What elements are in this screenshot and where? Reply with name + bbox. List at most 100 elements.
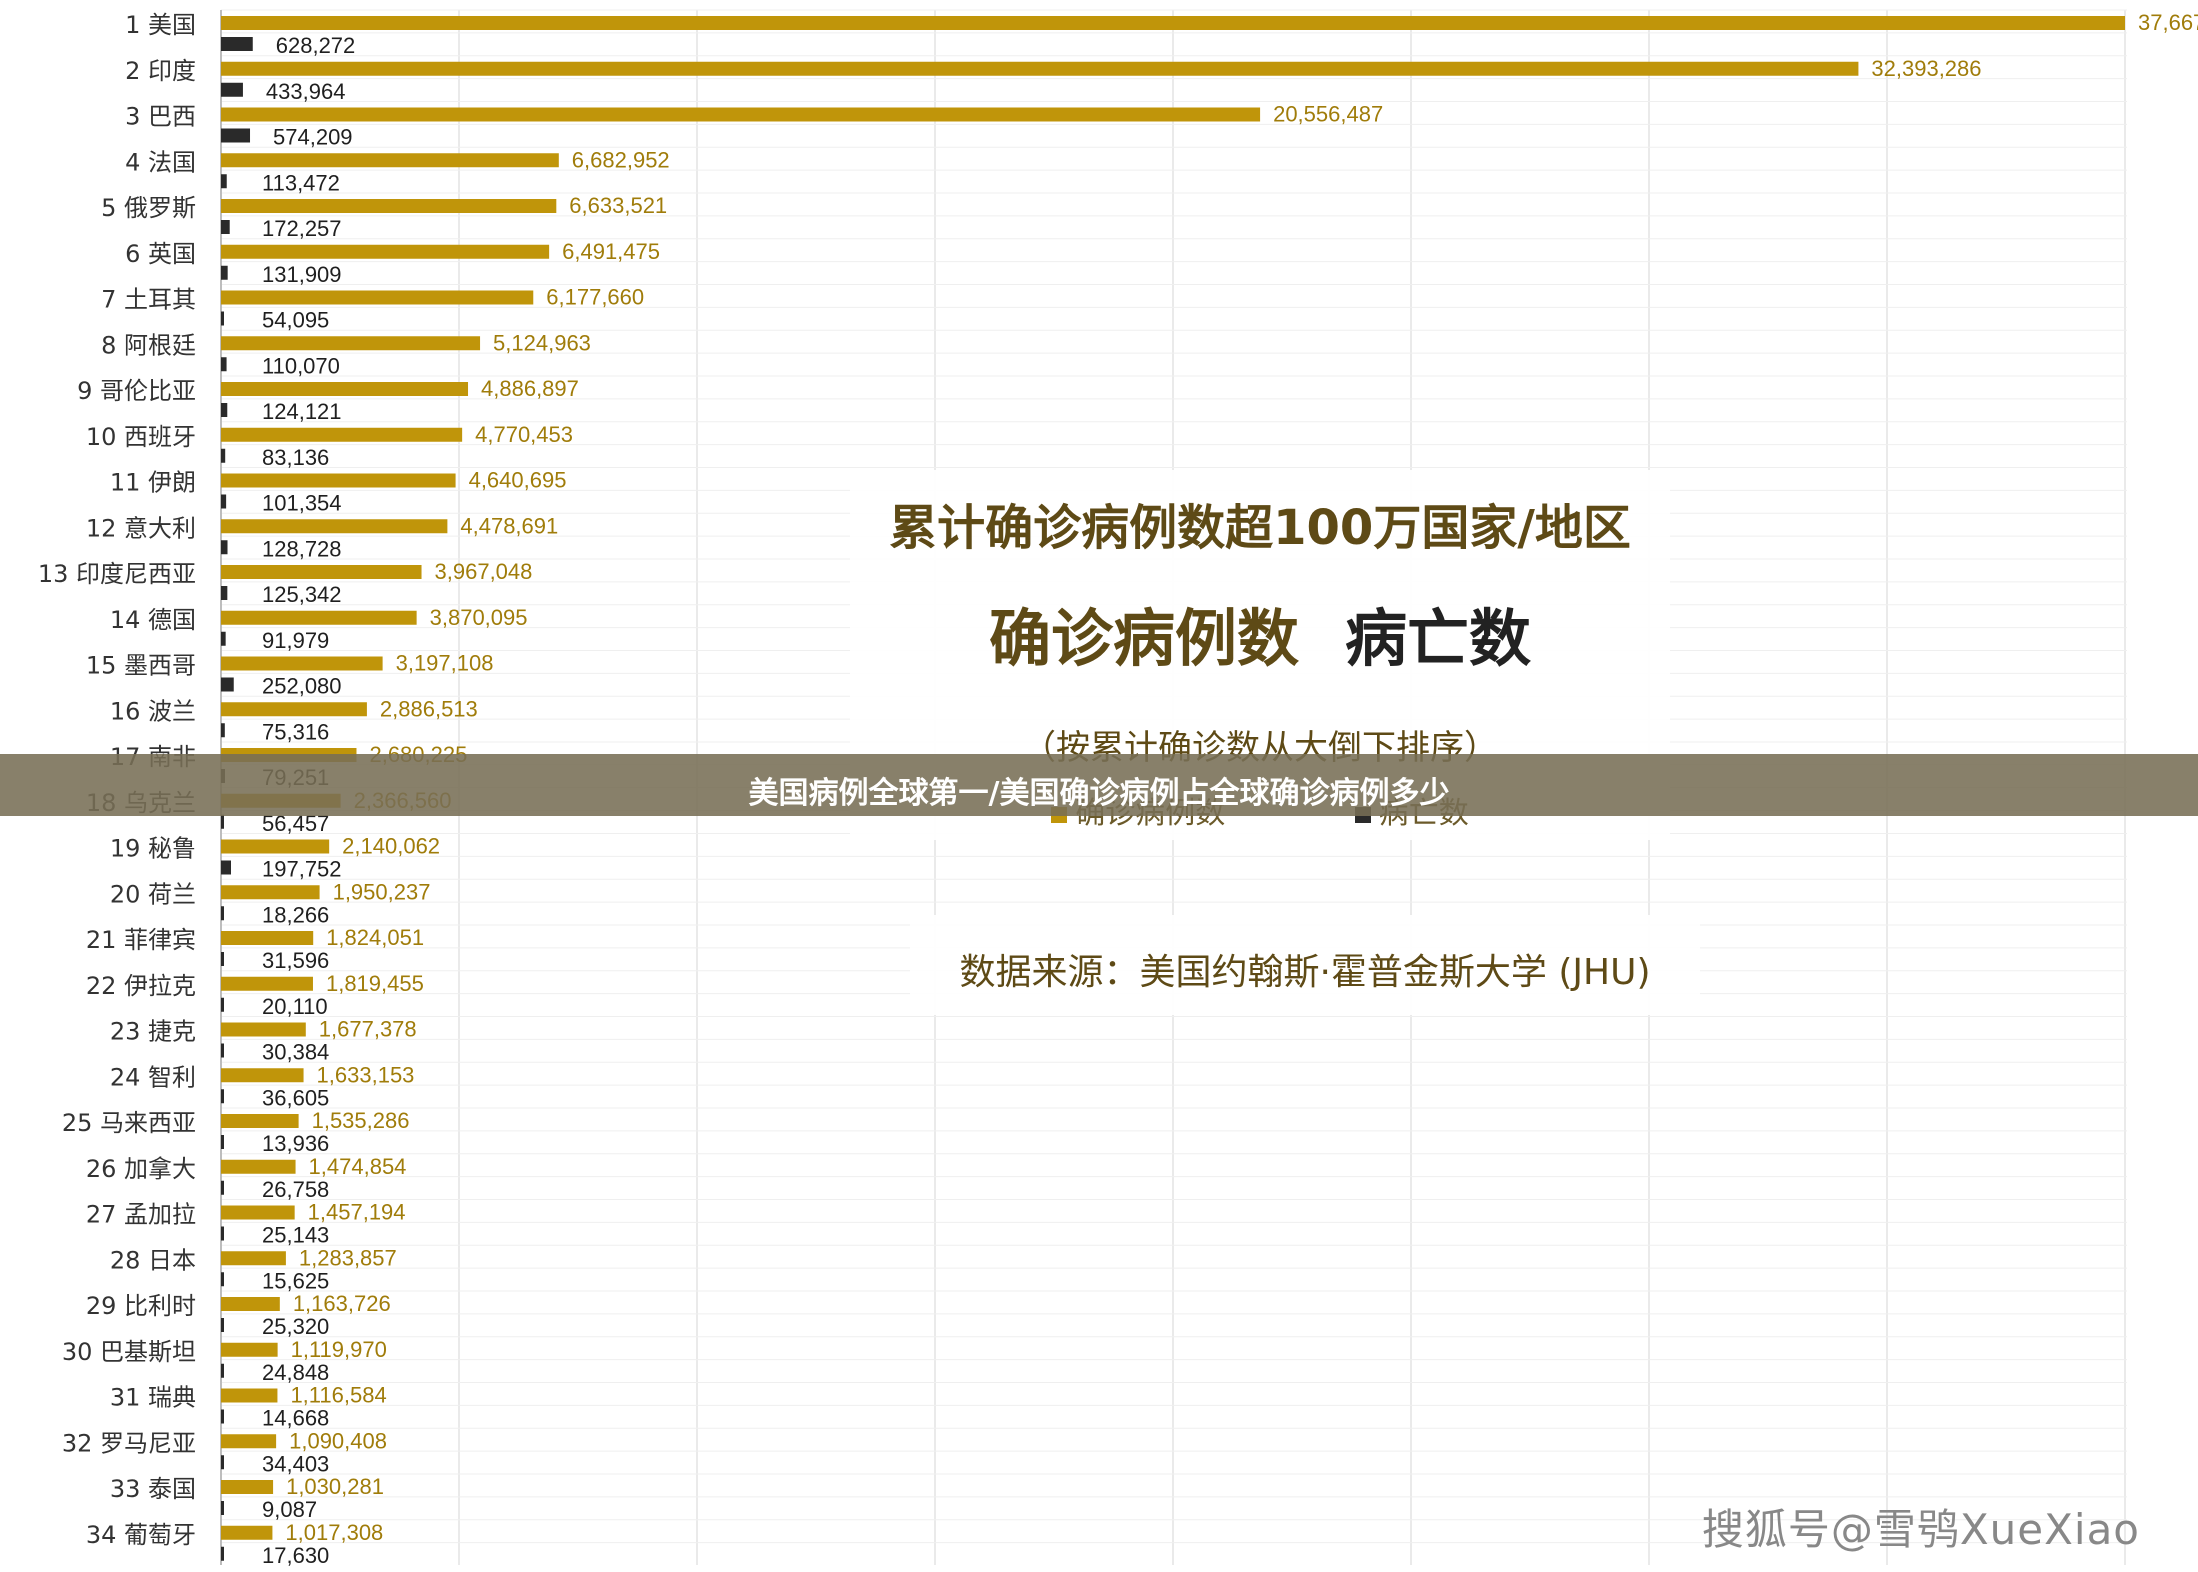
data-label-confirmed: 1,116,584: [290, 1383, 386, 1408]
bar-deaths: [221, 723, 225, 738]
data-label-confirmed: 6,682,952: [572, 147, 670, 172]
bar-deaths: [221, 1272, 224, 1287]
bar-confirmed: [221, 1388, 278, 1403]
data-label-confirmed: 4,478,691: [460, 513, 558, 538]
bar-confirmed: [221, 1251, 286, 1266]
data-label-confirmed: 4,770,453: [475, 422, 573, 447]
category-label: 6 英国: [125, 240, 196, 268]
category-label: 29 比利时: [86, 1292, 196, 1320]
category-label: 26 加拿大: [86, 1155, 196, 1183]
category-label: 5 俄罗斯: [101, 194, 196, 222]
data-label-deaths: 131,909: [262, 262, 342, 287]
data-label-confirmed: 3,870,095: [430, 605, 528, 630]
category-label: 15 墨西哥: [86, 652, 196, 680]
bar-confirmed: [221, 702, 367, 717]
data-label-deaths: 13,936: [262, 1131, 329, 1156]
data-label-deaths: 24,848: [262, 1360, 329, 1385]
data-label-deaths: 172,257: [262, 216, 342, 241]
bars: [221, 16, 2125, 1561]
data-label-deaths: 25,143: [262, 1223, 329, 1248]
bar-deaths: [221, 586, 228, 600]
bar-confirmed: [221, 1022, 306, 1037]
category-label: 8 阿根廷: [101, 331, 196, 359]
data-label-deaths: 54,095: [262, 308, 329, 333]
data-label-confirmed: 1,283,857: [299, 1245, 397, 1270]
bar-deaths: [221, 1226, 224, 1241]
category-label: 33 泰国: [110, 1475, 196, 1503]
bar-deaths: [221, 1546, 224, 1561]
data-label-confirmed: 1,457,194: [308, 1200, 406, 1225]
data-label-deaths: 31,596: [262, 948, 329, 973]
data-label-confirmed: 1,824,051: [326, 925, 424, 950]
data-label-deaths: 9,087: [262, 1497, 317, 1522]
bar-deaths: [221, 906, 224, 921]
category-label: 23 捷克: [110, 1018, 196, 1046]
caption-text: 美国病例全球第一/美国确诊病例占全球确诊病例多少: [748, 776, 1450, 811]
bar-deaths: [221, 1409, 224, 1424]
bar-deaths: [221, 174, 227, 189]
data-label-confirmed: 4,886,897: [481, 376, 579, 401]
data-label-confirmed: 6,633,521: [569, 193, 667, 218]
bar-confirmed: [221, 61, 1859, 76]
bar-confirmed: [221, 1068, 304, 1083]
data-label-confirmed: 2,140,062: [342, 834, 440, 859]
bar-deaths: [221, 952, 224, 966]
bar-confirmed: [221, 610, 417, 625]
category-label: 25 马来西亚: [62, 1109, 196, 1137]
data-label-confirmed: 1,677,378: [319, 1017, 417, 1042]
bar-confirmed: [221, 107, 1261, 122]
bar-confirmed: [221, 1205, 295, 1220]
data-label-confirmed: 1,950,237: [333, 879, 431, 904]
data-label-deaths: 18,266: [262, 902, 329, 927]
bar-confirmed: [221, 1342, 278, 1357]
bar-confirmed: [221, 976, 313, 991]
bar-confirmed: [221, 885, 320, 900]
bar-confirmed: [221, 290, 534, 305]
data-label-deaths: 124,121: [262, 399, 342, 424]
caption-banner: 美国病例全球第一/美国确诊病例占全球确诊病例多少: [0, 754, 2198, 816]
category-label: 30 巴基斯坦: [62, 1338, 196, 1366]
bar-deaths: [221, 265, 228, 280]
category-label: 2 印度: [125, 57, 196, 85]
bar-confirmed: [221, 199, 557, 213]
bar-deaths: [221, 403, 228, 417]
bar-deaths: [221, 1501, 224, 1515]
subtitle-deaths: 病亡数: [1345, 602, 1532, 675]
data-label-deaths: 15,625: [262, 1268, 329, 1293]
data-label-confirmed: 1,163,726: [293, 1291, 391, 1316]
bar-confirmed: [221, 1525, 273, 1540]
category-label: 28 日本: [110, 1246, 196, 1274]
bar-confirmed: [221, 382, 469, 396]
bar-deaths: [221, 494, 227, 509]
data-label-confirmed: 1,535,286: [312, 1108, 410, 1133]
data-label-confirmed: 1,474,854: [309, 1154, 407, 1179]
bar-deaths: [221, 1135, 224, 1149]
category-label: 24 智利: [110, 1063, 196, 1091]
category-label: 4 法国: [125, 148, 196, 176]
category-label: 7 土耳其: [101, 286, 196, 314]
data-label-deaths: 20,110: [262, 994, 328, 1019]
bar-deaths: [221, 1455, 224, 1470]
bar-confirmed: [221, 565, 422, 579]
data-label-deaths: 101,354: [262, 491, 342, 516]
bar-confirmed: [221, 473, 456, 488]
bar-deaths: [221, 860, 231, 875]
category-label: 10 西班牙: [86, 423, 196, 451]
bar-confirmed: [221, 1434, 277, 1449]
bar-deaths: [221, 1318, 224, 1332]
data-label-deaths: 128,728: [262, 536, 342, 561]
category-label: 34 葡萄牙: [86, 1521, 196, 1549]
data-label-confirmed: 4,640,695: [469, 468, 567, 493]
category-label: 27 孟加拉: [86, 1201, 196, 1229]
bar-deaths: [221, 37, 253, 51]
data-label-deaths: 197,752: [262, 857, 342, 882]
data-label-confirmed: 1,819,455: [326, 971, 424, 996]
bar-confirmed: [221, 1114, 299, 1128]
bar-confirmed: [221, 1159, 296, 1174]
bar-deaths: [221, 814, 224, 829]
data-label-deaths: 34,403: [262, 1451, 329, 1476]
bar-confirmed: [221, 427, 463, 442]
bar-confirmed: [221, 244, 550, 259]
category-label: 16 波兰: [110, 697, 196, 725]
